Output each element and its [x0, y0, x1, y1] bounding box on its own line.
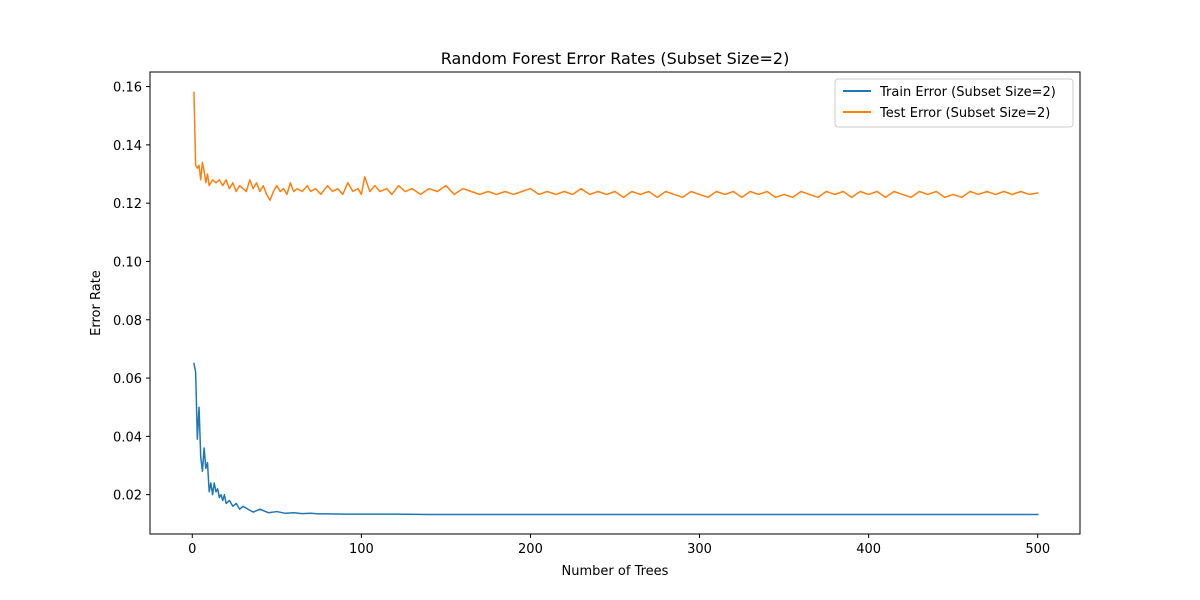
y-tick-label: 0.06: [113, 372, 142, 387]
series-line-train: [193, 362, 1039, 516]
y-tick-label: 0.12: [113, 197, 142, 212]
y-tick-label: 0.04: [113, 430, 142, 445]
x-tick-label: 300: [687, 542, 712, 557]
chart-title: Random Forest Error Rates (Subset Size=2…: [441, 49, 790, 68]
x-tick-label: 400: [856, 542, 881, 557]
x-axis-label: Number of Trees: [562, 564, 669, 579]
x-tick-label: 100: [349, 542, 374, 557]
legend-label-test: Test Error (Subset Size=2): [879, 106, 1050, 121]
x-tick-label: 500: [1025, 542, 1050, 557]
y-tick-label: 0.16: [113, 81, 142, 96]
axes-frame: [149, 71, 1081, 535]
legend-frame: [834, 78, 1074, 128]
plot-area: 0 100 200 300 400 500 0.02 0.04 0.06 0.08 0.10 0.12…: [113, 71, 1081, 557]
y-tick-label: 0.02: [113, 489, 142, 504]
y-tick-label: 0.08: [113, 314, 142, 329]
series-line-test: [193, 91, 1039, 201]
y-tick-label: 0.10: [113, 255, 142, 270]
x-tick-label: 0: [188, 542, 196, 557]
x-tick-label: 200: [518, 542, 543, 557]
legend: Train Error (Subset Size=2) Test Error (…: [834, 78, 1074, 128]
legend-label-train: Train Error (Subset Size=2): [879, 85, 1056, 100]
y-axis-label: Error Rate: [89, 270, 104, 336]
y-tick-label: 0.14: [113, 139, 142, 154]
